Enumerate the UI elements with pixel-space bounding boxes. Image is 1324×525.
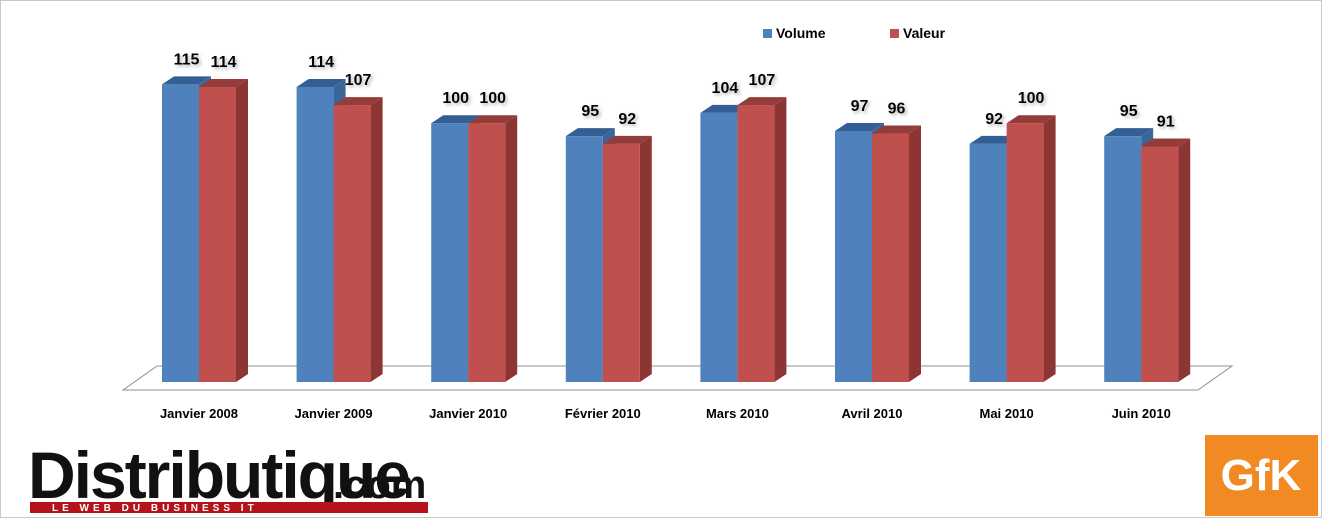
category-labels: Janvier 2008 Janvier 2009 Janvier 2010 Févr… (160, 406, 1171, 421)
data-label-volume-6: 97 (851, 98, 869, 115)
data-label-valeur-4: 92 (618, 111, 636, 128)
bar-top (700, 104, 750, 113)
bar-top (602, 135, 652, 144)
bar-front (333, 105, 371, 383)
bar-front (565, 136, 603, 382)
data-label-volume-4: 95 (581, 103, 599, 120)
bar-valeur-5 (737, 97, 787, 383)
bar-front (872, 133, 909, 382)
bar-valeur-7 (1006, 115, 1056, 382)
bar-top (835, 122, 884, 131)
bar-side (909, 125, 921, 382)
data-label-volume-8: 95 (1120, 103, 1138, 120)
category-label: Juin 2010 (1112, 406, 1171, 421)
bar-top (565, 128, 615, 137)
data-label-volume-3: 100 (442, 90, 469, 107)
bar-front (1104, 136, 1142, 382)
data-label-valeur-2: 107 (345, 72, 372, 89)
bar-side (370, 97, 383, 383)
bar-valeur-2 (333, 97, 383, 383)
bar-top (296, 78, 346, 87)
bar-side (774, 97, 787, 383)
bar-valeur-3 (468, 115, 518, 382)
category-label: Février 2010 (565, 406, 641, 421)
bar-top (162, 76, 211, 85)
bar-valeur-6 (872, 125, 921, 382)
bar-top (872, 125, 921, 134)
data-label-valeur-5: 107 (749, 72, 776, 89)
distributique-tagline: LE WEB DU BUSINESS IT (52, 503, 258, 514)
bar-top (1006, 115, 1056, 124)
data-label-valeur-6: 96 (888, 101, 906, 118)
bar-top (1141, 138, 1191, 147)
bar-side (1043, 115, 1056, 382)
bar-top (199, 78, 248, 87)
bar-top (431, 115, 481, 124)
bar-front (1006, 123, 1044, 382)
bar-side (236, 78, 248, 382)
gfk-logo-text: GfK (1221, 451, 1302, 500)
bar-front (162, 84, 199, 382)
bar-valeur-1 (199, 78, 248, 382)
bar-front (468, 123, 506, 382)
bar-front (296, 86, 334, 382)
legend-swatch-volume (763, 29, 772, 38)
data-label-volume-7: 92 (985, 111, 1003, 128)
bar-valeur-8 (1141, 138, 1191, 382)
bar-front (431, 123, 469, 382)
data-label-valeur-1: 114 (211, 54, 237, 71)
bar-front (1141, 146, 1179, 382)
bars-group: 115 114 114 107 100 100 95 92 104 107 97 96 92 100 95 9… (162, 51, 1191, 383)
legend-swatch-valeur (890, 29, 899, 38)
bar-top (737, 97, 787, 106)
distributique-logo-name: Distributique (28, 438, 409, 512)
data-label-valeur-8: 91 (1157, 113, 1175, 130)
gfk-logo-box (1205, 435, 1318, 516)
data-label-volume-1: 115 (174, 51, 200, 68)
data-label-valeur-7: 100 (1018, 90, 1045, 107)
bar-top (468, 115, 518, 124)
bar-side (505, 115, 518, 382)
category-label: Janvier 2010 (429, 406, 507, 421)
category-label: Mai 2010 (979, 406, 1033, 421)
bar-front (700, 112, 738, 383)
category-label: Janvier 2008 (160, 406, 238, 421)
distributique-tagline-band (30, 502, 428, 513)
bar-side (639, 135, 652, 382)
category-label: Avril 2010 (842, 406, 903, 421)
bar-top (969, 135, 1019, 144)
bar-front (737, 105, 775, 383)
distributique-logo: Distributique .com LE WEB DU BUSINESS IT (28, 438, 428, 514)
bar-top (333, 97, 383, 106)
distributique-logo-suffix: .com (333, 463, 426, 507)
bar-top (1104, 128, 1154, 137)
chart-floor (121, 365, 1234, 391)
category-label: Mars 2010 (706, 406, 769, 421)
data-label-volume-5: 104 (712, 80, 739, 97)
data-label-valeur-3: 100 (479, 90, 506, 107)
bar-volume-1 (162, 76, 211, 382)
bar-front (602, 143, 640, 382)
bar-front (199, 86, 236, 382)
bar-valeur-4 (602, 135, 652, 382)
bar-side (1178, 138, 1191, 382)
legend-label-volume: Volume (776, 25, 826, 41)
bar-front (969, 143, 1007, 382)
legend: Volume Valeur (763, 25, 946, 41)
category-label: Janvier 2009 (295, 406, 373, 421)
bar-front (835, 130, 872, 382)
gfk-logo: GfK (1205, 435, 1318, 516)
legend-label-valeur: Valeur (903, 25, 946, 41)
data-label-volume-2: 114 (308, 54, 334, 71)
